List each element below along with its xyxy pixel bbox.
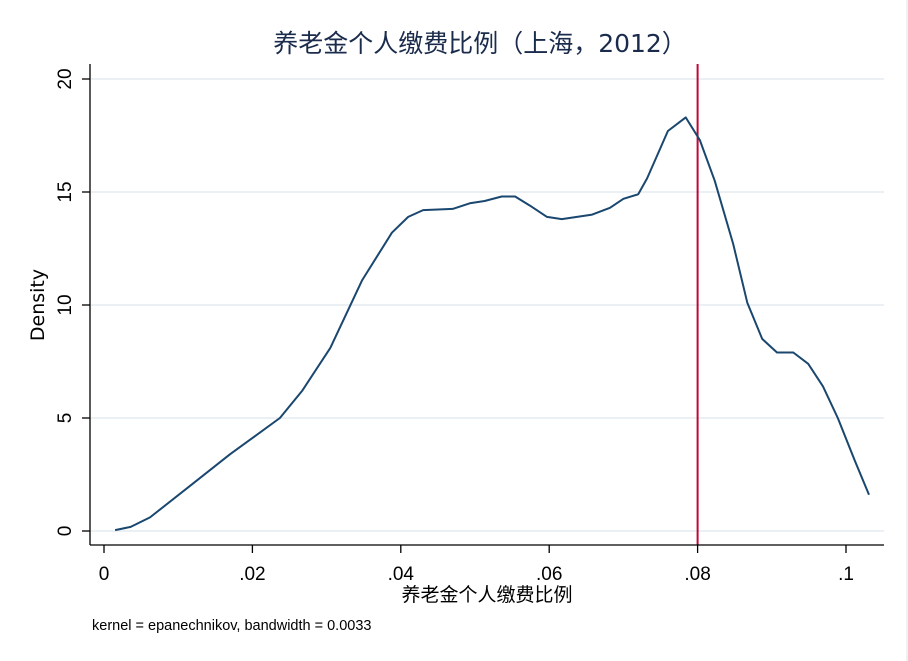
y-tick-label: 10 bbox=[55, 294, 76, 315]
density-curve bbox=[114, 116, 870, 532]
chart-title: 养老金个人缴费比例（上海，2012） bbox=[273, 29, 687, 58]
gridlines bbox=[91, 78, 884, 532]
y-axis-title: Density bbox=[27, 269, 49, 341]
kernel-note: kernel = epanechnikov, bandwidth = 0.003… bbox=[92, 618, 371, 634]
y-axis-ticks: 0 5 10 15 20 bbox=[55, 68, 90, 536]
x-axis-ticks: 0 .02 .04 .06 .08 .1 bbox=[99, 545, 854, 585]
x-tick-label: .04 bbox=[388, 564, 415, 585]
x-tick-label: .06 bbox=[536, 564, 562, 585]
x-axis-title: 养老金个人缴费比例 bbox=[401, 584, 572, 606]
x-tick-label: .1 bbox=[838, 564, 854, 585]
y-tick-label: 5 bbox=[55, 413, 76, 424]
y-tick-label: 20 bbox=[55, 68, 76, 89]
x-tick-label: .02 bbox=[239, 564, 265, 585]
x-tick-label: .08 bbox=[684, 564, 710, 585]
x-tick-label: 0 bbox=[99, 564, 110, 585]
y-tick-label: 0 bbox=[55, 526, 76, 537]
image-border bbox=[906, 0, 908, 661]
y-tick-label: 15 bbox=[55, 181, 76, 202]
